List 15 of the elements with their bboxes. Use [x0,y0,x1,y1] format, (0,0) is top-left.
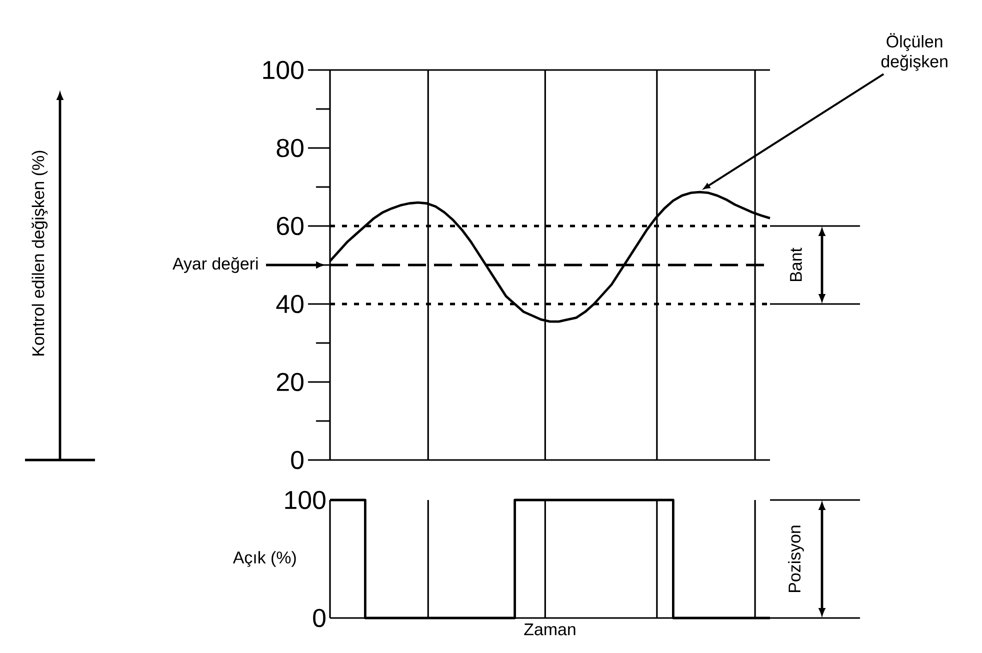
y-tick-label: 100 [263,60,304,80]
ref-line-label: Ayar değeri [172,257,258,273]
text: Bant [790,248,802,282]
y-tick-label: 80 [276,138,304,158]
y-tick-label: 0 [313,608,326,628]
text: Pozisyon [788,526,804,592]
x-axis-title: Zaman [524,624,576,636]
y-tick-label: 20 [276,372,304,392]
text: Ölçülen değişken [881,33,948,71]
y-tick-label: 40 [276,294,304,314]
y-axis-title: Kontrol edilen değişken (%) [32,150,48,356]
y-axis-title: Açık (%) [232,551,296,567]
y-tick-label: 100 [285,490,326,510]
y-tick-label: 0 [291,450,304,470]
y-tick-label: 60 [276,216,304,236]
